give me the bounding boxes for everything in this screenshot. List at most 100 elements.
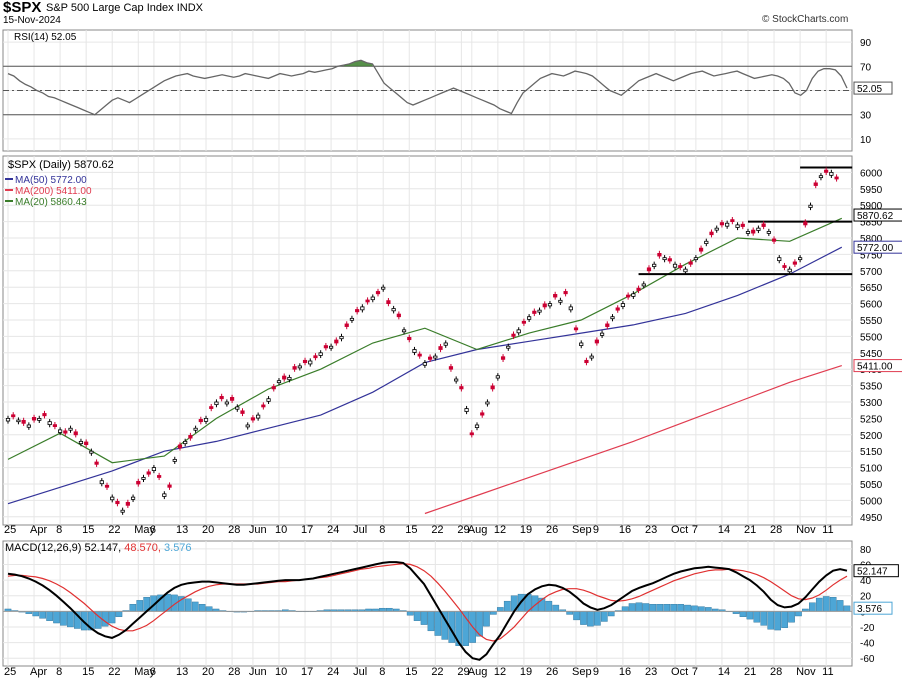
macd-hist-bar xyxy=(483,611,490,627)
x-tick-label: 8 xyxy=(379,666,385,678)
macd-hist-bar xyxy=(46,611,53,621)
candle-body xyxy=(209,406,214,409)
macd-hist-bar xyxy=(642,603,650,612)
macd-hist-bar xyxy=(427,611,435,632)
y-tick-label: 5050 xyxy=(860,480,883,491)
candle-body xyxy=(506,345,511,349)
ma200-line xyxy=(424,365,842,515)
rsi-overbought-fill xyxy=(343,60,373,67)
candle-body xyxy=(756,227,761,231)
y-tick-label: -60 xyxy=(860,654,875,665)
candle-body xyxy=(719,222,725,226)
y-tick-label: 5250 xyxy=(860,414,883,425)
x-tick-label: 28 xyxy=(770,666,782,678)
candle-body xyxy=(391,308,396,312)
candle-body xyxy=(240,410,245,414)
candle-body xyxy=(224,401,229,405)
candle-body xyxy=(130,496,136,500)
candle-body xyxy=(563,291,568,295)
candle-body xyxy=(407,336,412,341)
macd-hist-bar xyxy=(496,607,504,612)
macd-hist-bar xyxy=(705,607,712,612)
candle-body xyxy=(698,247,704,252)
x-tick-label: Jul xyxy=(353,524,367,536)
macd-hist-bar xyxy=(635,602,643,612)
candle-body xyxy=(188,435,193,439)
candle-body xyxy=(386,300,391,305)
candle-body xyxy=(141,477,146,480)
x-tick-label: 15 xyxy=(405,666,417,678)
x-tick-label: Sep xyxy=(572,524,592,536)
ma200-line-legend: MA(200) 5411.00 xyxy=(15,186,92,197)
candle-body xyxy=(94,461,99,465)
candle-body xyxy=(813,182,818,186)
candle-body xyxy=(172,458,177,462)
macd-hist-bar xyxy=(136,600,144,612)
x-tick-label: May xyxy=(134,524,155,536)
y-tick-label: 5550 xyxy=(860,316,883,327)
macd-hist-bar xyxy=(573,611,580,621)
candle-body xyxy=(615,307,620,311)
candle-body xyxy=(151,467,157,471)
candle-body xyxy=(766,231,771,234)
candle-body xyxy=(636,287,641,291)
candle-body xyxy=(104,484,110,488)
rsi-legend: RSI(14) 52.05 xyxy=(14,32,77,43)
candle-body xyxy=(662,257,667,261)
y-tick-label: -20 xyxy=(860,623,875,634)
x-tick-label: 24 xyxy=(327,524,339,536)
x-tick-label: 23 xyxy=(645,524,657,536)
x-tick-label: Sep xyxy=(572,666,592,678)
macd-hist-bar xyxy=(53,611,60,624)
y-tick-label: 80 xyxy=(860,545,872,556)
candle-body xyxy=(672,263,678,268)
candle-body xyxy=(641,283,646,287)
candle-body xyxy=(318,352,323,356)
x-tick-label: 29 xyxy=(457,666,469,678)
macd-legend: MACD(12,26,9) 52.147, 48.570, 3.576 xyxy=(5,542,192,554)
candle-body xyxy=(250,417,256,421)
x-tick-label: 29 xyxy=(457,524,469,536)
candle-body xyxy=(417,353,422,357)
macd-hist-bar xyxy=(670,604,677,612)
candle-body xyxy=(620,303,626,307)
candle-body xyxy=(287,376,292,381)
macd-hist-bar xyxy=(32,611,40,617)
macd-hist-bar xyxy=(406,611,414,616)
macd-signal-line xyxy=(7,563,848,642)
macd-hist-bar xyxy=(774,611,781,631)
ma200-line-last-value-box xyxy=(853,359,902,373)
candle-body xyxy=(26,424,31,428)
macd-hist-bar xyxy=(677,604,684,612)
ticker-symbol: $SPX xyxy=(3,0,42,16)
macd-legend-label: MACD(12,26,9) xyxy=(5,542,84,554)
macd-legend-value: 52.147, xyxy=(84,542,124,554)
candle-body xyxy=(605,323,610,327)
macd-hist-bar xyxy=(39,611,46,619)
y-tick-label: 4950 xyxy=(860,513,883,524)
candle-body xyxy=(485,401,490,405)
x-tick-label: 7 xyxy=(692,666,698,678)
y-tick-label: 5750 xyxy=(860,250,883,261)
candle-body xyxy=(183,440,188,445)
x-tick-label: 28 xyxy=(228,666,240,678)
copyright-text: © StockCharts.com xyxy=(762,14,849,25)
x-tick-label: May xyxy=(134,666,155,678)
x-tick-label: 12 xyxy=(494,524,506,536)
y-tick-label: 5900 xyxy=(860,201,883,212)
candle-body xyxy=(162,493,167,497)
candle-body xyxy=(276,380,282,384)
candle-body xyxy=(328,345,334,349)
macd-hist-bar xyxy=(101,611,109,627)
candle-body xyxy=(777,257,782,262)
candle-body xyxy=(553,294,558,298)
x-tick-label: 15 xyxy=(82,524,94,536)
candle-body xyxy=(63,430,68,434)
candle-body xyxy=(422,362,427,366)
candle-body xyxy=(292,366,297,370)
candle-body xyxy=(771,238,777,242)
candle-body xyxy=(84,441,89,446)
price-last-value-box xyxy=(853,208,902,222)
macd-hist-bar xyxy=(836,600,844,612)
candle-body xyxy=(542,303,547,308)
